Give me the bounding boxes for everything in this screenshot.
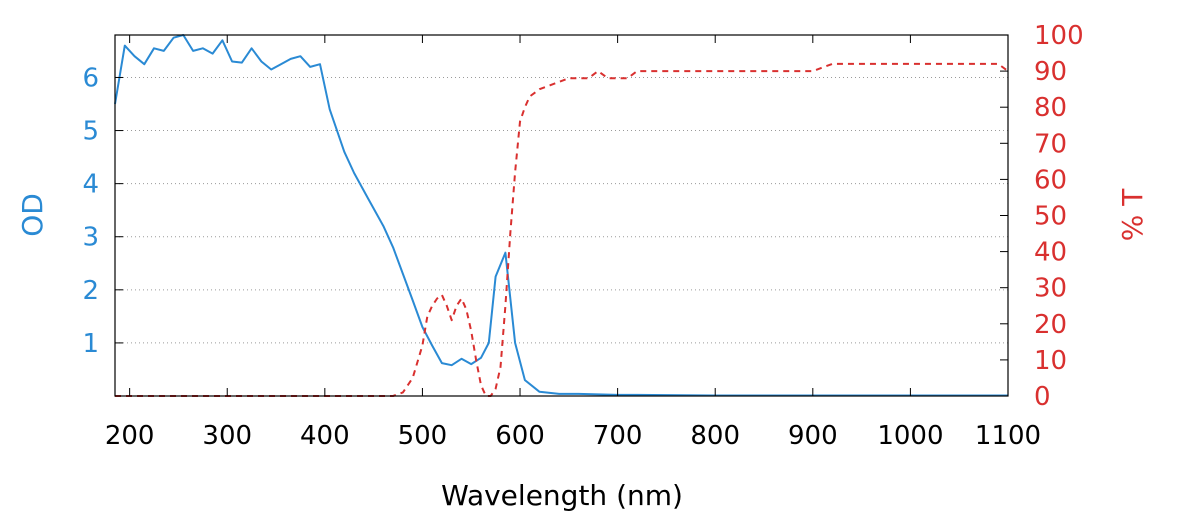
left-tick-label: 1 [82,329,99,359]
right-axis-title: % T [1116,188,1149,242]
right-tick-label: 100 [1034,21,1084,51]
left-axis-ticks: 1 2 3 4 5 6 [82,63,123,359]
x-axis-ticks: 200 300 400 500 600 700 800 900 1000 1100 [105,35,1041,451]
left-tick-label: 5 [82,117,99,147]
od-line [114,34,1008,397]
x-tick-label: 700 [593,421,643,451]
x-tick-label: 600 [495,421,545,451]
gridlines [115,76,1008,344]
transmission-line [115,62,1009,397]
x-tick-label: 1100 [975,421,1041,451]
left-tick-label: 6 [82,63,99,93]
right-tick-label: 40 [1034,238,1067,268]
x-tick-label: 200 [105,421,155,451]
plot-frame [114,34,1009,397]
x-tick-label: 400 [300,421,350,451]
x-tick-label: 900 [788,421,838,451]
left-tick-label: 2 [82,276,99,306]
x-tick-label: 800 [690,421,740,451]
right-tick-label: 10 [1034,346,1067,376]
left-tick-label: 3 [82,223,99,253]
right-tick-label: 80 [1034,93,1067,123]
left-axis-title: OD [16,193,49,237]
right-tick-label: 60 [1034,165,1067,195]
right-tick-label: 20 [1034,310,1067,340]
right-tick-label: 90 [1034,57,1067,87]
right-tick-label: 50 [1034,202,1067,232]
x-tick-label: 300 [202,421,252,451]
right-tick-label: 70 [1034,129,1067,159]
x-tick-label: 500 [398,421,448,451]
right-tick-label: 30 [1034,274,1067,304]
right-axis-ticks: 0 10 20 30 40 50 60 70 80 90 100 [1000,21,1084,412]
x-tick-label: 1000 [877,421,943,451]
left-tick-label: 4 [82,170,99,200]
right-tick-label: 0 [1034,382,1051,412]
x-axis-title: Wavelength (nm) [441,479,683,512]
series-layer [114,34,1009,397]
